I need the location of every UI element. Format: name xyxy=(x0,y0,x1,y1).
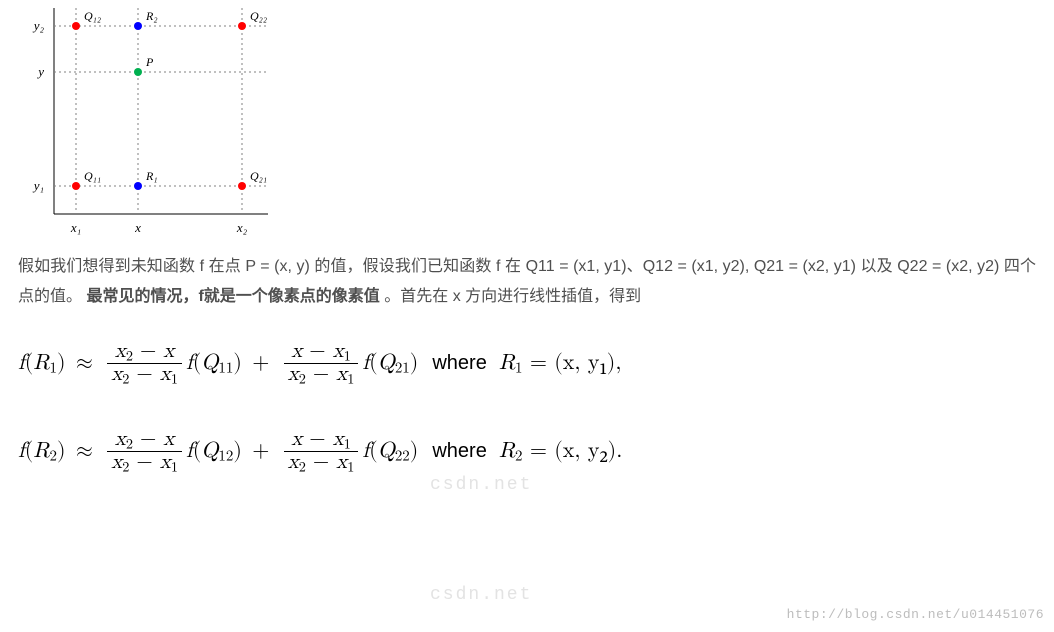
svg-text:R₁: R₁ xyxy=(145,169,158,183)
svg-text:y: y xyxy=(36,64,44,79)
svg-text:x: x xyxy=(134,220,141,235)
description-paragraph: 假如我们想得到未知函数 f 在点 P = (x, y) 的值，假设我们已知函数 … xyxy=(18,252,1036,313)
svg-text:Q₁₂: Q₁₂ xyxy=(84,9,101,23)
svg-text:Q₂₂: Q₂₂ xyxy=(250,9,267,23)
para-bold: 最常见的情况，f就是一个像素点的像素值 xyxy=(86,288,379,305)
equations-block: f(R1) ≈ x2 − xx2 − x1f(Q11) + x − x1x2 −… xyxy=(18,341,1036,475)
svg-text:y₁: y₁ xyxy=(32,178,44,193)
equation-r1: f(R1) ≈ x2 − xx2 − x1f(Q11) + x − x1x2 −… xyxy=(18,341,1036,387)
watermark-url: http://blog.csdn.net/u014451076 xyxy=(787,603,1044,628)
para-text-2: 。首先在 x 方向进行线性插值，得到 xyxy=(384,288,641,305)
svg-text:y₂: y₂ xyxy=(32,18,45,33)
svg-text:R₂: R₂ xyxy=(145,9,158,23)
equation-r2: f(R2) ≈ x2 − xx2 − x1f(Q12) + x − x1x2 −… xyxy=(18,429,1036,475)
interpolation-diagram: x₁ x x₂ y₁ y y₂ Q₁₁ Q₁₂ Q₂₁ Q₂₂ R₁ R₂ P xyxy=(18,8,268,238)
svg-text:Q₂₁: Q₂₁ xyxy=(250,169,267,183)
svg-text:x₁: x₁ xyxy=(70,220,81,235)
svg-text:x₂: x₂ xyxy=(236,220,248,235)
diagram-svg: x₁ x x₂ y₁ y y₂ Q₁₁ Q₁₂ Q₂₁ Q₂₂ R₁ R₂ P xyxy=(18,8,268,238)
svg-text:P: P xyxy=(145,55,154,69)
svg-text:Q₁₁: Q₁₁ xyxy=(84,169,101,183)
watermark-ghost-2: csdn.net xyxy=(430,578,532,612)
